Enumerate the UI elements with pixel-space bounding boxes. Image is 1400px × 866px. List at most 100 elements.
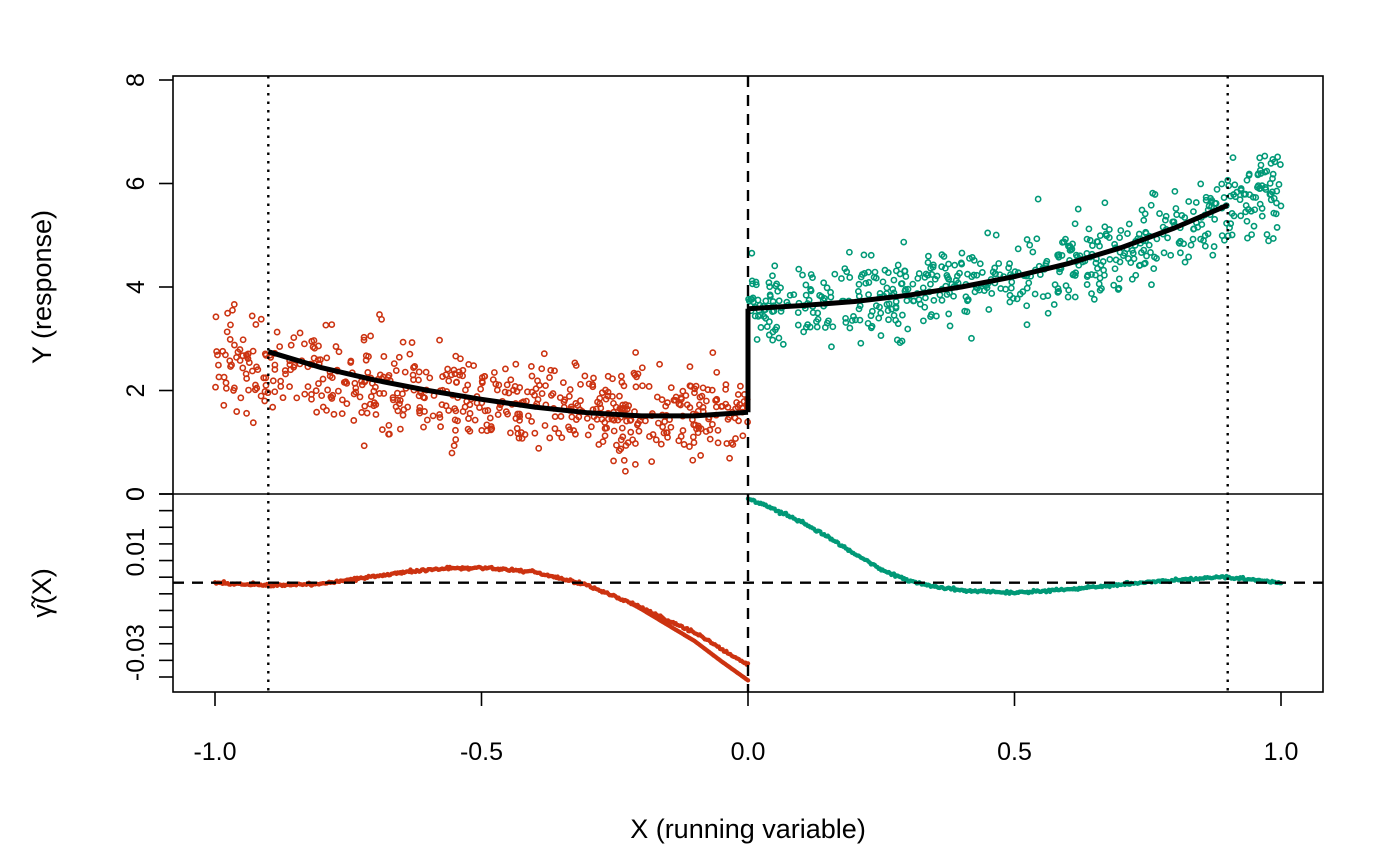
data-point — [264, 389, 272, 397]
data-point — [315, 380, 322, 387]
data-point — [970, 271, 978, 279]
data-point — [920, 317, 927, 325]
data-point — [1116, 234, 1124, 242]
data-point — [802, 291, 810, 299]
data-point — [587, 423, 595, 431]
data-point — [557, 413, 565, 420]
data-point — [1201, 232, 1209, 239]
data-point — [867, 251, 875, 259]
data-point — [420, 423, 427, 431]
x-tick-label: -0.5 — [460, 738, 503, 766]
data-point — [1064, 293, 1072, 301]
data-point — [1023, 321, 1031, 329]
data-point — [752, 278, 760, 286]
data-point — [1151, 191, 1159, 198]
data-point — [601, 425, 609, 432]
data-point — [736, 382, 744, 390]
data-point — [938, 263, 946, 271]
data-point — [558, 434, 566, 442]
data-point — [922, 294, 929, 302]
data-point — [394, 407, 402, 415]
data-point — [571, 359, 579, 367]
data-point — [610, 427, 618, 435]
data-point — [1034, 195, 1042, 203]
data-point — [766, 292, 774, 300]
data-point — [842, 314, 849, 322]
data-point — [1090, 295, 1098, 303]
data-point — [312, 387, 320, 395]
bottom-y-tick-label: 0 — [122, 487, 150, 501]
data-point — [1112, 256, 1120, 264]
data-point — [399, 338, 407, 346]
data-point — [531, 429, 539, 437]
data-point — [1177, 249, 1184, 257]
data-point — [1197, 180, 1205, 188]
data-point — [236, 346, 244, 353]
data-point — [855, 292, 863, 300]
data-point — [679, 427, 687, 434]
data-point — [487, 426, 495, 434]
bottom-y-tick-label: -0.03 — [122, 624, 150, 681]
data-point — [243, 409, 250, 417]
data-point — [566, 426, 574, 434]
data-point — [762, 314, 770, 322]
data-point — [1243, 217, 1251, 225]
data-point — [927, 313, 934, 320]
data-point — [269, 377, 277, 385]
data-point — [632, 349, 640, 356]
data-point — [963, 308, 971, 316]
data-point — [452, 407, 460, 415]
data-point — [925, 252, 932, 260]
data-point — [540, 350, 548, 358]
data-point — [638, 364, 646, 372]
data-point — [445, 407, 453, 414]
data-point — [222, 351, 229, 359]
data-point — [1023, 284, 1031, 292]
data-point — [514, 430, 522, 438]
data-point — [943, 291, 951, 298]
data-point — [352, 384, 360, 392]
data-point — [233, 353, 240, 361]
data-point — [584, 431, 592, 439]
data-point — [938, 251, 946, 259]
data-point — [1093, 238, 1101, 245]
data-point — [249, 419, 257, 427]
data-point — [1265, 237, 1272, 245]
top-y-tick-label: 2 — [122, 384, 150, 398]
data-point — [459, 372, 467, 380]
data-point — [1266, 179, 1274, 187]
data-point — [429, 412, 437, 420]
data-point — [1056, 268, 1063, 276]
data-point — [503, 381, 511, 389]
data-point — [1132, 271, 1140, 279]
data-point — [876, 290, 884, 297]
data-point — [253, 363, 260, 371]
x-tick-label: 0.0 — [731, 738, 766, 766]
data-point — [392, 367, 400, 374]
data-point — [757, 324, 765, 331]
data-point — [766, 283, 774, 291]
data-point — [390, 360, 398, 367]
data-point — [1014, 245, 1022, 253]
data-point — [620, 456, 628, 464]
data-point — [281, 367, 289, 374]
data-point — [1190, 208, 1197, 216]
data-point — [933, 272, 941, 280]
data-point — [1099, 258, 1107, 265]
data-point — [724, 403, 732, 411]
data-point — [249, 347, 257, 355]
data-point — [478, 378, 486, 385]
data-point — [378, 315, 385, 323]
data-point — [765, 318, 773, 326]
data-point — [1273, 199, 1280, 207]
data-point — [1245, 171, 1253, 179]
data-point — [1059, 238, 1066, 246]
data-point — [820, 279, 828, 287]
data-point — [1141, 259, 1149, 267]
data-point — [1115, 284, 1123, 292]
data-point — [323, 406, 330, 414]
data-point — [639, 382, 646, 390]
data-point — [516, 416, 523, 424]
data-point — [748, 249, 756, 257]
data-point — [436, 414, 444, 421]
